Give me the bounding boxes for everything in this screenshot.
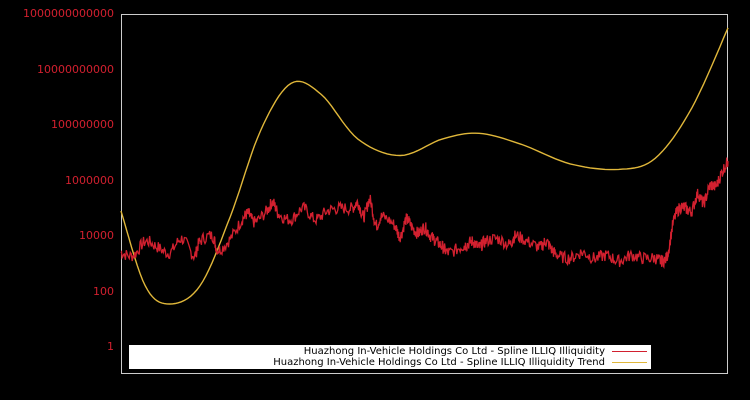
legend-item-trend: Huazhong In-Vehicle Holdings Co Ltd - Sp… [273,357,647,368]
legend-label: Huazhong In-Vehicle Holdings Co Ltd - Sp… [303,346,605,357]
legend-swatch-red [612,351,647,352]
y-tick-label: 1 [107,340,114,353]
y-tick-label: 1000000 [65,173,114,187]
legend: Huazhong In-Vehicle Holdings Co Ltd - Sp… [129,345,651,369]
y-tick-label: 100 [93,284,114,298]
legend-label: Huazhong In-Vehicle Holdings Co Ltd - Sp… [273,357,605,368]
legend-swatch-gold [612,362,647,363]
y-tick-label: 10000000000 [37,62,114,76]
y-tick-label: 10000 [79,229,114,242]
illiquidity-line [120,157,729,269]
y-tick-label: 100000000 [51,118,114,131]
plot-frame [121,14,728,374]
trend-line [120,27,729,305]
legend-item-illiquidity: Huazhong In-Vehicle Holdings Co Ltd - Sp… [304,346,647,357]
y-tick-label: 1000000000000 [23,7,114,20]
